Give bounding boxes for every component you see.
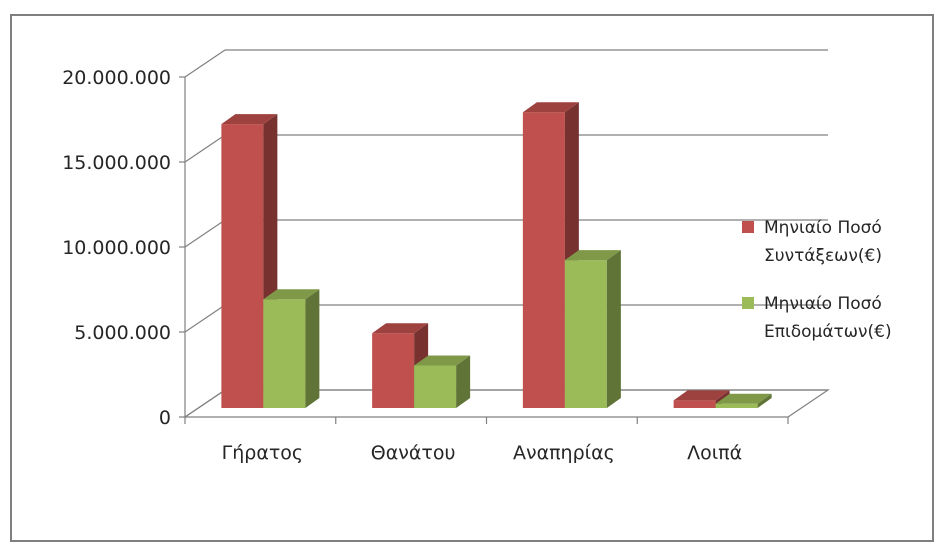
bar-top bbox=[263, 289, 320, 300]
y-tick-label: 10.000.000 bbox=[62, 237, 171, 259]
bar-top bbox=[715, 393, 772, 404]
bar-top bbox=[221, 114, 278, 125]
x-category-label: Λοιπά bbox=[687, 442, 742, 464]
y-tick-label: 5.000.000 bbox=[74, 322, 171, 344]
bar-side bbox=[305, 289, 320, 408]
bar-allowances bbox=[263, 299, 306, 408]
legend-swatch-allowances bbox=[742, 297, 754, 309]
y-tick-label: 0 bbox=[159, 407, 171, 429]
y-tick-label: 15.000.000 bbox=[62, 152, 171, 174]
bar-allowances bbox=[715, 403, 758, 408]
legend-label-allowances-line2: Επιδομάτων(€) bbox=[764, 322, 892, 342]
legend-label-pensions-line2: Συντάξεων(€) bbox=[764, 246, 882, 266]
x-category-label: Αναπηρίας bbox=[513, 442, 615, 464]
bar-pensions bbox=[372, 333, 415, 408]
grid-depth-line bbox=[184, 134, 226, 163]
bar-pensions bbox=[522, 112, 565, 408]
grid-depth-line bbox=[184, 49, 226, 78]
bar-allowances bbox=[564, 260, 607, 408]
legend: Μηνιαίο Ποσό Συντάξεων(€) Μηνιαίο Ποσό Ε… bbox=[742, 214, 932, 366]
bar-top bbox=[522, 102, 579, 113]
legend-label-pensions-line1: Μηνιαίο Ποσό bbox=[764, 218, 882, 238]
bar-side bbox=[757, 393, 772, 408]
x-category-label: Θανάτου bbox=[371, 442, 456, 464]
bar-pensions bbox=[673, 400, 716, 408]
bar-pensions bbox=[221, 124, 264, 408]
legend-swatch-pensions bbox=[742, 221, 754, 233]
legend-label-allowances-line1: Μηνιαίο Ποσό bbox=[764, 294, 882, 314]
legend-item-allowances: Μηνιαίο Ποσό Επιδομάτων(€) bbox=[742, 290, 932, 346]
bar-allowances bbox=[414, 365, 457, 408]
grid-depth-line bbox=[184, 219, 226, 248]
legend-item-pensions: Μηνιαίο Ποσό Συντάξεων(€) bbox=[742, 214, 932, 270]
bar-side bbox=[606, 250, 621, 408]
bar-top bbox=[372, 323, 429, 334]
x-category-label: Γήρατος bbox=[222, 442, 303, 464]
bar-top bbox=[673, 390, 730, 401]
bar-side bbox=[456, 355, 471, 408]
bar-top bbox=[414, 355, 471, 366]
y-tick-label: 20.000.000 bbox=[62, 67, 171, 89]
bar-top bbox=[564, 250, 621, 261]
chart-frame bbox=[10, 14, 934, 542]
chart-floor bbox=[183, 389, 830, 418]
grid-depth-line bbox=[184, 304, 226, 333]
